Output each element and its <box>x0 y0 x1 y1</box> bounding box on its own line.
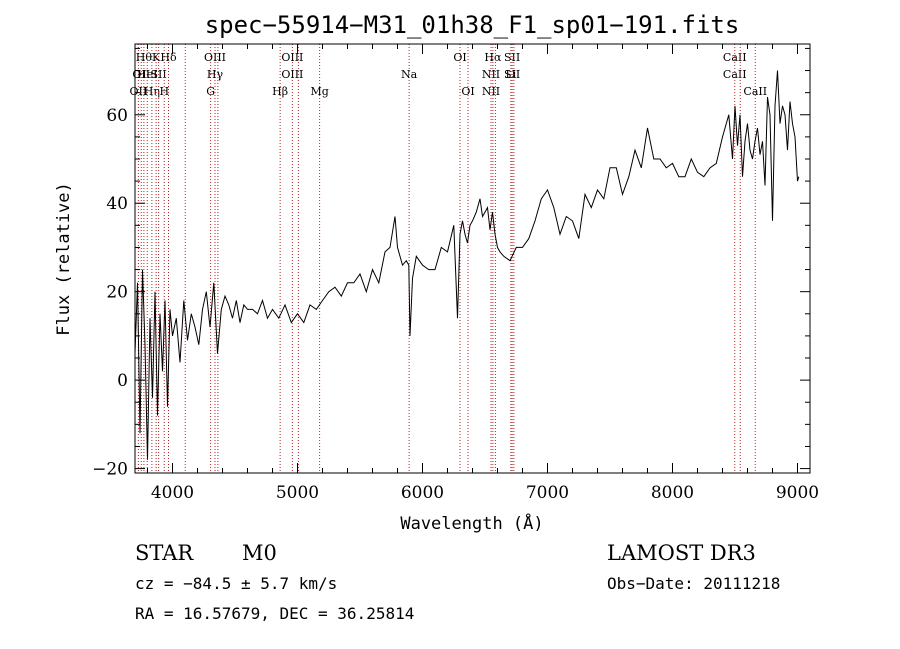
line-marker-label: CaII <box>723 68 747 81</box>
y-tick-label: 40 <box>106 194 128 214</box>
line-marker-label: Hθ <box>136 51 153 64</box>
obs-date: Obs−Date: 20111218 <box>607 574 780 593</box>
line-marker-label: SII <box>151 68 167 81</box>
line-marker-label: CaII <box>723 51 747 64</box>
axis-ticks: 4000 5000 6000 7000 8000 9000 −20 0 20 40 60 <box>92 44 819 503</box>
y-tick-label: 20 <box>106 283 128 303</box>
line-marker-label: CaII <box>743 85 767 98</box>
line-marker-label: SII <box>504 68 520 81</box>
line-marker-label: Hα <box>484 51 502 64</box>
line-marker-label: Mg <box>310 85 328 98</box>
x-tick-label: 6000 <box>401 483 444 503</box>
object-subclass: M0 <box>242 541 277 565</box>
object-class: STAR <box>135 541 194 565</box>
line-marker-label: G <box>206 85 215 98</box>
survey-name: LAMOST DR3 <box>607 541 756 565</box>
line-marker-label: H <box>159 85 169 98</box>
y-tick-label: 0 <box>117 371 128 391</box>
line-marker-label: OI <box>461 85 474 98</box>
line-marker-label: Na <box>401 68 418 81</box>
y-axis-label: Flux (relative) <box>54 182 74 336</box>
x-tick-label: 5000 <box>276 483 319 503</box>
line-marker-label: OII <box>130 85 148 98</box>
line-marker-label: NII <box>482 85 500 98</box>
chart-title: spec−55914−M31_01h38_F1_sp01−191.fits <box>205 11 740 39</box>
line-marker-label: Hβ <box>272 85 288 98</box>
line-marker-label: Hδ <box>160 51 177 64</box>
line-marker-label: Hγ <box>207 68 224 81</box>
line-marker-label: Li <box>505 68 516 81</box>
line-marker-label: Hη <box>144 85 160 98</box>
redshift-value: cz = −84.5 ± 5.7 km/s <box>135 574 337 593</box>
line-marker-label: OII <box>132 68 150 81</box>
x-tick-label: 7000 <box>526 483 569 503</box>
line-marker-label: NII <box>482 68 500 81</box>
x-tick-label: 8000 <box>651 483 694 503</box>
emission-line-markers: OIIOIIHθHeIHηKSIIHHδGOIIIHγHβOIIIOIIIMgN… <box>130 44 767 473</box>
plot-frame <box>134 43 811 474</box>
line-marker-label: K <box>152 51 161 64</box>
line-marker-label: OIII <box>281 68 303 81</box>
y-tick-label: 60 <box>106 106 128 126</box>
line-marker-label: OIII <box>281 51 303 64</box>
line-marker-label: OIII <box>204 51 226 64</box>
x-axis-label: Wavelength (Å) <box>400 512 543 534</box>
x-tick-label: 4000 <box>151 483 194 503</box>
line-marker-label: SII <box>504 51 520 64</box>
y-tick-label: −20 <box>92 460 128 480</box>
spectrum-line <box>134 70 800 460</box>
line-marker-label: OI <box>453 51 466 64</box>
coordinates: RA = 16.57679, DEC = 36.25814 <box>135 604 414 623</box>
x-tick-label: 9000 <box>776 483 819 503</box>
